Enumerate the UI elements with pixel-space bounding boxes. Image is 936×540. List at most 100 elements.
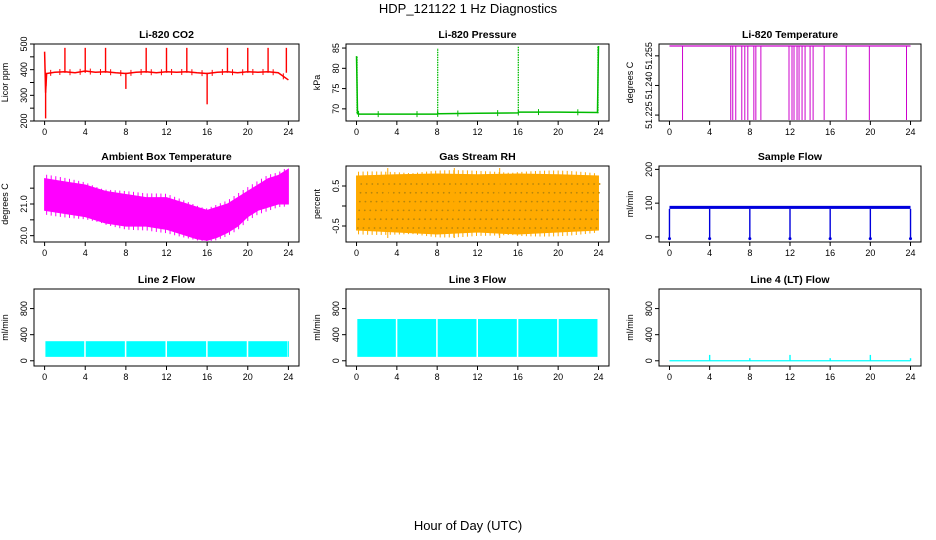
data-point: [357, 218, 360, 221]
x-tick-label: 24: [593, 372, 603, 382]
y-tick-label: 0: [644, 234, 654, 239]
data-point: [518, 218, 521, 221]
data-point: [559, 191, 562, 194]
data-point: [418, 218, 421, 221]
data-point: [373, 227, 376, 229]
data-point: [401, 227, 404, 229]
data-point: [487, 191, 489, 194]
data-point: [402, 218, 404, 221]
data-point: [413, 218, 415, 221]
data-layer: [44, 168, 289, 241]
data-point: [364, 200, 367, 203]
data-point: [447, 200, 450, 203]
data-point: [521, 183, 523, 185]
panel-6: Sample Flow ml/min 0 4 8 12 16 20 24 0 100 200: [625, 151, 922, 258]
data-point: [581, 191, 584, 194]
data-point: [480, 209, 483, 212]
data-band: [478, 319, 517, 357]
data-point: [576, 183, 579, 185]
data-point: [457, 218, 460, 221]
data-point: [580, 200, 583, 203]
data-point: [565, 183, 568, 185]
data-point: [568, 218, 571, 221]
data-point: [548, 183, 551, 185]
data-point: [435, 209, 438, 212]
y-tick-label: 21.0: [19, 195, 29, 213]
data-point: [473, 227, 476, 229]
panel-title: Line 3 Flow: [449, 274, 507, 286]
x-tick-label: 0: [354, 248, 359, 258]
x-tick-label: 24: [593, 127, 603, 137]
data-point: [868, 237, 872, 241]
data-point: [388, 183, 390, 185]
data-point: [525, 191, 528, 194]
data-point: [484, 227, 487, 229]
data-point: [384, 227, 387, 229]
x-tick-label: 8: [747, 248, 752, 258]
data-point: [556, 227, 559, 229]
y-axis-label: percent: [312, 188, 322, 219]
data-point: [517, 227, 520, 229]
data-point: [440, 218, 443, 221]
data-point: [434, 227, 437, 229]
data-point: [788, 237, 792, 241]
panel-2: Li-820 Pressure kPa 0 4 8 12 16 20 24 70 75 80 85: [312, 29, 610, 137]
y-tick-label: 400: [331, 327, 341, 342]
data-point: [573, 227, 576, 229]
data-point: [578, 227, 581, 229]
data-point: [526, 183, 529, 185]
data-point: [476, 183, 479, 185]
y-tick-label: 0.5: [331, 180, 341, 193]
data-point: [580, 209, 582, 212]
data-point: [471, 183, 474, 185]
data-point: [374, 209, 377, 212]
data-point: [385, 218, 388, 221]
data-point: [546, 218, 548, 221]
data-point: [460, 183, 462, 185]
data-point: [501, 227, 503, 229]
data-point: [543, 183, 546, 185]
data-point: [474, 209, 477, 212]
y-tick-label: 20.0: [19, 227, 29, 245]
data-point: [551, 227, 553, 229]
data-point: [436, 200, 439, 203]
data-point: [496, 218, 499, 221]
panel-title: Li-820 Pressure: [438, 29, 516, 41]
data-band: [45, 341, 85, 357]
data-point: [509, 191, 512, 194]
data-point: [392, 191, 395, 194]
x-tick-label: 4: [83, 372, 88, 382]
data-point: [360, 183, 363, 185]
data-point: [562, 218, 565, 221]
y-tick-label: 51.255: [644, 42, 654, 70]
x-tick-label: 12: [472, 127, 482, 137]
data-point: [519, 209, 521, 212]
data-point: [571, 183, 573, 185]
data-point: [570, 191, 573, 194]
data-point: [370, 200, 372, 203]
data-point: [574, 209, 577, 212]
y-axis-label: ml/min: [625, 314, 635, 341]
x-tick-label: 4: [707, 127, 712, 137]
data-point: [569, 209, 571, 212]
x-tick-label: 4: [83, 248, 88, 258]
data-point: [404, 183, 407, 185]
data-point: [379, 218, 382, 221]
data-point: [748, 237, 752, 241]
y-axis-label: ml/min: [312, 314, 322, 341]
panel-4: Ambient Box Temperature degrees C 0 4 8 12 16 2…: [0, 151, 300, 258]
data-point: [464, 191, 467, 194]
data-point: [410, 183, 413, 185]
y-tick-label: 0: [19, 358, 29, 363]
data-point: [591, 209, 593, 212]
y-tick-label: 800: [19, 301, 29, 316]
data-point: [541, 200, 544, 203]
data-point: [420, 191, 423, 194]
x-tick-label: 16: [825, 372, 835, 382]
plot-frame: [345, 43, 610, 122]
panel-1: Li-820 CO2 Licor ppm 0 4 8 12 16 20 24 200 300 400 5…: [0, 29, 300, 137]
data-point: [391, 209, 394, 212]
data-point: [375, 200, 378, 203]
data-point: [371, 183, 374, 185]
data-point: [413, 209, 416, 212]
